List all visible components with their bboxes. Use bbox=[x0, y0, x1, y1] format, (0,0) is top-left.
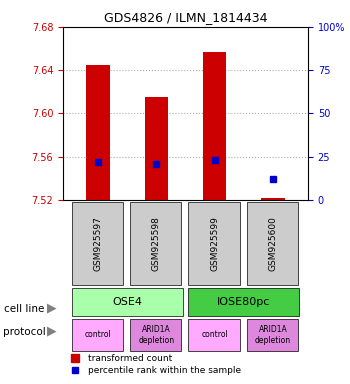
Text: ▶: ▶ bbox=[47, 325, 57, 338]
Text: IOSE80pc: IOSE80pc bbox=[217, 297, 271, 307]
FancyBboxPatch shape bbox=[188, 319, 240, 351]
Text: ARID1A
depletion: ARID1A depletion bbox=[255, 325, 291, 344]
Text: GSM925597: GSM925597 bbox=[93, 216, 103, 271]
Text: control: control bbox=[201, 330, 228, 339]
FancyBboxPatch shape bbox=[72, 202, 123, 285]
Text: GSM925598: GSM925598 bbox=[152, 216, 161, 271]
Text: cell line: cell line bbox=[4, 304, 44, 314]
Bar bbox=[203, 52, 226, 200]
FancyBboxPatch shape bbox=[188, 202, 240, 285]
Text: control: control bbox=[85, 330, 111, 339]
Text: protocol: protocol bbox=[4, 327, 46, 337]
FancyBboxPatch shape bbox=[247, 319, 298, 351]
Bar bbox=[145, 97, 168, 200]
FancyBboxPatch shape bbox=[130, 202, 181, 285]
Text: transformed count: transformed count bbox=[88, 354, 172, 362]
Text: ARID1A
depletion: ARID1A depletion bbox=[138, 325, 174, 344]
FancyBboxPatch shape bbox=[247, 202, 298, 285]
Text: ▶: ▶ bbox=[47, 302, 57, 315]
Text: GSM925600: GSM925600 bbox=[268, 216, 278, 271]
Title: GDS4826 / ILMN_1814434: GDS4826 / ILMN_1814434 bbox=[104, 11, 267, 24]
Bar bbox=[86, 65, 110, 200]
Bar bbox=[261, 198, 285, 200]
FancyBboxPatch shape bbox=[130, 319, 181, 351]
Text: GSM925599: GSM925599 bbox=[210, 216, 219, 271]
FancyBboxPatch shape bbox=[72, 319, 123, 351]
FancyBboxPatch shape bbox=[188, 288, 299, 316]
FancyBboxPatch shape bbox=[72, 288, 183, 316]
Text: OSE4: OSE4 bbox=[112, 297, 142, 307]
Text: percentile rank within the sample: percentile rank within the sample bbox=[88, 366, 241, 375]
